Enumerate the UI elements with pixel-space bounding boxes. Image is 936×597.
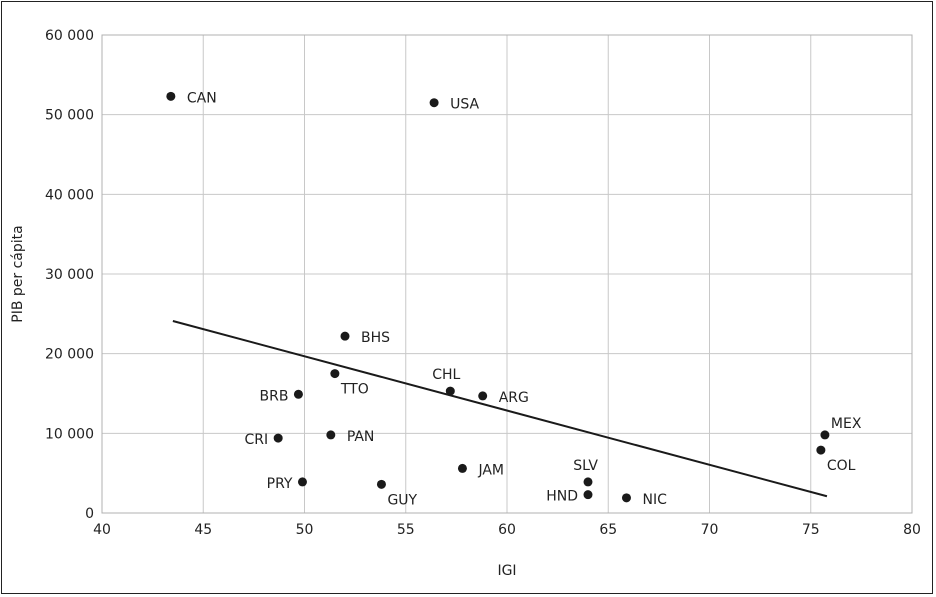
data-point-arg: [478, 391, 488, 401]
y-tick-label: 10 000: [45, 426, 94, 442]
y-axis-label: PIB per cápita: [10, 225, 26, 322]
point-label-chl: CHL: [432, 367, 460, 383]
point-label-brb: BRB: [259, 388, 288, 404]
point-label-pry: PRY: [267, 476, 293, 492]
point-label-can: CAN: [187, 90, 217, 106]
y-axis-ticks: 0 10 000 20 000 30 000 40 000 50 000 60 000: [45, 28, 94, 522]
point-label-col: COL: [827, 458, 856, 474]
x-tick-label: 65: [599, 522, 617, 538]
point-label-tto: TTO: [340, 382, 369, 398]
point-label-mex: MEX: [831, 416, 862, 432]
x-tick-label: 75: [802, 522, 820, 538]
trend-line: [172, 320, 828, 498]
x-axis-ticks: 40 45 50 55 60 65 70 75 80: [93, 522, 921, 538]
point-label-slv: SLV: [573, 458, 598, 474]
grid: [101, 34, 913, 514]
x-tick-label: 55: [397, 522, 415, 538]
data-point-mex: [820, 430, 830, 440]
point-labels: CAN USA BHS TTO CHL ARG BRB CRI PAN PRY GUY JAM SLV H…: [187, 90, 862, 508]
data-point-col: [816, 445, 826, 455]
data-point-nic: [621, 493, 631, 503]
plot-area: [101, 34, 913, 514]
data-point-usa: [429, 98, 439, 108]
data-point-can: [166, 91, 176, 101]
data-point-tto: [330, 369, 340, 379]
x-tick-label: 80: [903, 522, 921, 538]
point-label-arg: ARG: [499, 390, 529, 406]
x-tick-label: 70: [701, 522, 719, 538]
data-point-jam: [457, 463, 467, 473]
data-point-pan: [326, 430, 336, 440]
point-label-cri: CRI: [245, 432, 269, 448]
data-point-brb: [293, 389, 303, 399]
point-label-bhs: BHS: [361, 330, 390, 346]
y-tick-label: 0: [85, 506, 94, 522]
data-point-chl: [445, 386, 455, 396]
point-label-usa: USA: [450, 97, 479, 113]
point-label-hnd: HND: [546, 489, 578, 505]
x-tick-label: 50: [296, 522, 314, 538]
point-label-jam: JAM: [477, 462, 504, 478]
data-point-hnd: [583, 490, 593, 500]
y-tick-label: 40 000: [45, 187, 94, 203]
data-point-guy: [376, 479, 386, 489]
x-tick-label: 40: [93, 522, 111, 538]
y-tick-label: 20 000: [45, 347, 94, 363]
y-tick-label: 30 000: [45, 267, 94, 283]
data-point-slv: [583, 477, 593, 487]
data-point-bhs: [340, 331, 350, 341]
point-label-pan: PAN: [347, 429, 375, 445]
point-label-guy: GUY: [387, 492, 417, 508]
x-axis-label: IGI: [497, 563, 516, 579]
y-tick-label: 60 000: [45, 28, 94, 44]
data-points: [166, 91, 830, 503]
y-tick-label: 50 000: [45, 108, 94, 124]
data-point-cri: [273, 433, 283, 443]
data-point-pry: [297, 477, 307, 487]
point-label-nic: NIC: [642, 492, 667, 508]
x-tick-label: 45: [194, 522, 212, 538]
x-tick-label: 60: [498, 522, 516, 538]
